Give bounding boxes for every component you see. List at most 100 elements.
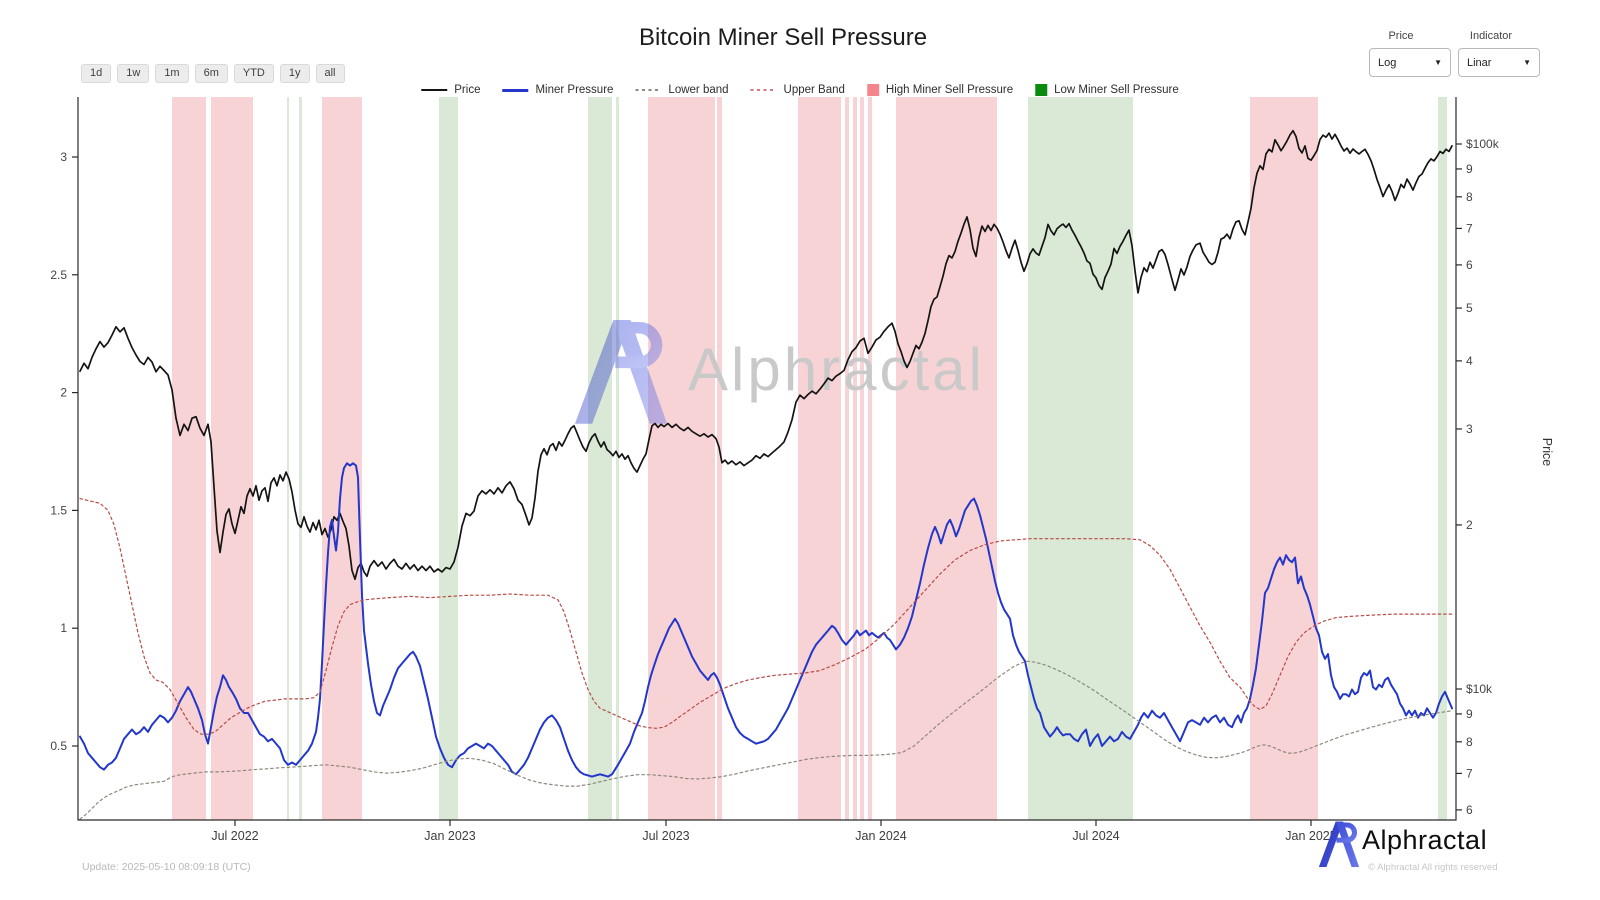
legend-label: Low Miner Sell Pressure bbox=[1054, 84, 1179, 96]
brand-name: Alphractal bbox=[1362, 825, 1488, 855]
legend-label: High Miner Sell Pressure bbox=[885, 84, 1014, 96]
left-axis-tick-label: 1 bbox=[60, 621, 67, 635]
indicator-select[interactable]: Linar ▼ bbox=[1458, 48, 1540, 77]
legend-swatch bbox=[750, 89, 777, 91]
right-axis-tick-label: 6 bbox=[1466, 803, 1473, 817]
x-axis-tick-label: Jul 2024 bbox=[1072, 829, 1119, 843]
legend-item-upper-band[interactable]: Upper Band bbox=[750, 84, 845, 96]
miner-pressure-line bbox=[79, 462, 1453, 778]
high-miner-sell-pressure-band bbox=[853, 97, 857, 820]
high-miner-sell-pressure-band bbox=[211, 97, 253, 820]
x-axis-tick-label: Jan 2024 bbox=[855, 829, 906, 843]
right-axis-tick-label: 3 bbox=[1466, 422, 1473, 436]
legend-label: Lower band bbox=[668, 84, 729, 96]
series-layer bbox=[79, 129, 1453, 820]
left-axis-tick-label: 2.5 bbox=[50, 268, 67, 282]
indicator-value: Linar bbox=[1467, 56, 1492, 69]
left-axis-tick-label: 3 bbox=[60, 150, 67, 164]
high-miner-sell-pressure-band bbox=[1250, 97, 1318, 820]
low-miner-sell-pressure-band bbox=[299, 97, 302, 820]
range-button-1w[interactable]: 1w bbox=[117, 64, 150, 83]
legend-item-low-miner-sell-pressure[interactable]: Low Miner Sell Pressure bbox=[1035, 84, 1179, 96]
chevron-down-icon: ▼ bbox=[1523, 58, 1531, 67]
legend-swatch bbox=[1035, 84, 1048, 96]
watermark: Alphractal bbox=[575, 320, 985, 424]
axes-layer: 3 2.5 2 1.5 1 0.5 $100k 9 8 7 6 5 4 3 2 $10k 9 8 7 6 Jul 202… bbox=[50, 97, 1500, 843]
x-axis-tick-label: Jan 2023 bbox=[424, 829, 475, 843]
right-axis-tick-label: 9 bbox=[1466, 707, 1473, 721]
price-scale-value: Log bbox=[1378, 56, 1397, 69]
high-miner-sell-pressure-band bbox=[717, 97, 722, 820]
high-miner-sell-pressure-band bbox=[172, 97, 206, 820]
legend-item-lower-band[interactable]: Lower band bbox=[635, 84, 729, 96]
price-scale-control: Price Log ▼ bbox=[1369, 30, 1451, 77]
right-axis-tick-label: 7 bbox=[1466, 221, 1473, 235]
right-axis-tick-label: 8 bbox=[1466, 735, 1473, 749]
high-miner-sell-pressure-band bbox=[845, 97, 849, 820]
copyright: © Alphractal All rights reserved bbox=[1368, 862, 1498, 873]
x-axis-tick-label: Jan 2025 bbox=[1285, 829, 1336, 843]
low-miner-sell-pressure-band bbox=[616, 97, 619, 820]
indicator-control: Indicator Linar ▼ bbox=[1458, 30, 1540, 77]
legend-item-high-miner-sell-pressure[interactable]: High Miner Sell Pressure bbox=[866, 84, 1014, 96]
right-axis-tick-label: 4 bbox=[1466, 354, 1473, 368]
range-button-1d[interactable]: 1d bbox=[81, 64, 112, 83]
legend-swatch bbox=[866, 84, 879, 96]
page-title: Bitcoin Miner Sell Pressure bbox=[638, 24, 928, 51]
high-miner-sell-pressure-band bbox=[322, 97, 362, 820]
legend-swatch bbox=[502, 88, 529, 92]
right-axis-tick-label: 8 bbox=[1466, 190, 1473, 204]
pressure-bands-layer bbox=[172, 97, 1447, 820]
right-axis-tick-label: 7 bbox=[1466, 766, 1473, 780]
time-range-buttons: 1d 1w 1m 6m YTD 1y all bbox=[81, 64, 345, 83]
high-miner-sell-pressure-band bbox=[896, 97, 997, 820]
legend-item-miner-pressure[interactable]: Miner Pressure bbox=[502, 84, 613, 96]
alphractal-logo-icon bbox=[1318, 820, 1360, 867]
low-miner-sell-pressure-band bbox=[588, 97, 612, 820]
legend-label: Miner Pressure bbox=[535, 84, 614, 96]
range-button-1y[interactable]: 1y bbox=[279, 64, 310, 83]
legend-item-price[interactable]: Price bbox=[421, 84, 480, 96]
chevron-down-icon: ▼ bbox=[1434, 58, 1442, 67]
indicator-label: Indicator bbox=[1469, 30, 1513, 42]
legend-label: Price bbox=[454, 84, 481, 96]
range-button-6m[interactable]: 6m bbox=[194, 64, 228, 83]
price-line bbox=[79, 129, 1453, 581]
right-axis-tick-label: $100k bbox=[1466, 137, 1500, 151]
chart-legend: Price Miner Pressure Lower band Upper Band H… bbox=[421, 84, 1179, 96]
x-axis-tick-label: Jul 2022 bbox=[211, 829, 258, 843]
high-miner-sell-pressure-band bbox=[798, 97, 841, 820]
left-axis-tick-label: 0.5 bbox=[50, 739, 67, 753]
price-scale-select[interactable]: Log ▼ bbox=[1369, 48, 1451, 77]
high-miner-sell-pressure-band bbox=[860, 97, 864, 820]
price-scale-label: Price bbox=[1388, 30, 1414, 42]
legend-label: Upper Band bbox=[783, 84, 845, 96]
right-axis-tick-label: 6 bbox=[1466, 258, 1473, 272]
upper-band-line bbox=[79, 498, 1453, 735]
high-miner-sell-pressure-band bbox=[868, 97, 872, 820]
high-miner-sell-pressure-band bbox=[648, 97, 715, 820]
low-miner-sell-pressure-band bbox=[287, 97, 289, 820]
update-timestamp: Update: 2025-05-10 08:09:18 (UTC) bbox=[82, 861, 251, 873]
low-miner-sell-pressure-band bbox=[1028, 97, 1133, 820]
legend-swatch bbox=[635, 89, 662, 91]
low-miner-sell-pressure-band bbox=[1438, 97, 1447, 820]
left-axis-tick-label: 2 bbox=[60, 386, 67, 400]
low-miner-sell-pressure-band bbox=[439, 97, 458, 820]
right-axis-tick-label: 5 bbox=[1466, 301, 1473, 315]
right-axis-tick-label: 9 bbox=[1466, 162, 1473, 176]
right-axis-tick-label: $10k bbox=[1466, 682, 1493, 696]
range-button-ytd[interactable]: YTD bbox=[233, 64, 274, 83]
brand-footer: Alphractal © Alphractal All rights reser… bbox=[1318, 819, 1588, 879]
range-button-all[interactable]: all bbox=[315, 64, 345, 83]
x-axis-tick-label: Jul 2023 bbox=[642, 829, 689, 843]
right-axis-tick-label: 2 bbox=[1466, 518, 1473, 532]
left-axis-tick-label: 1.5 bbox=[50, 503, 67, 517]
range-button-1m[interactable]: 1m bbox=[155, 64, 189, 83]
right-axis-title: Price bbox=[1540, 438, 1554, 467]
watermark-brand: Alphractal bbox=[688, 336, 985, 403]
legend-swatch bbox=[421, 89, 448, 91]
lower-band-line bbox=[79, 660, 1453, 820]
